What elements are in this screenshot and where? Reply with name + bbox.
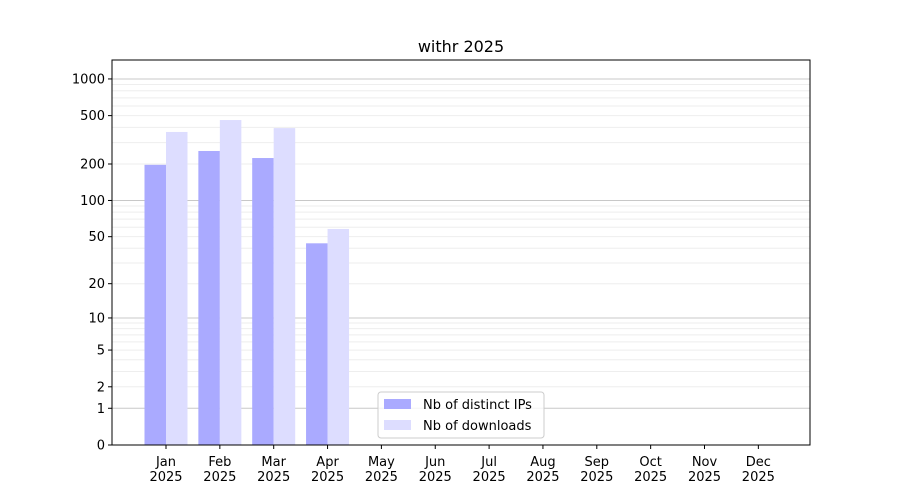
- bar-ips-1: [198, 150, 220, 445]
- bar-downloads-3: [327, 228, 350, 445]
- y-tick-label: 200: [80, 158, 105, 173]
- x-tick-label: Aug 2025: [526, 455, 559, 485]
- y-tick-label: 2: [97, 380, 105, 395]
- bar-downloads-1: [219, 120, 242, 445]
- x-tick-label: Mar 2025: [257, 455, 290, 485]
- bar-downloads-0: [166, 131, 188, 446]
- y-tick-label: 50: [88, 230, 105, 245]
- bar-ips-0: [144, 164, 166, 445]
- bar-ips-2: [252, 158, 274, 445]
- legend-swatch-ips: [384, 399, 411, 409]
- x-tick-label: Apr 2025: [311, 455, 344, 485]
- x-tick-label: Jun 2025: [419, 455, 452, 485]
- y-tick-label: 0: [97, 439, 105, 454]
- legend-label-downloads: Nb of downloads: [423, 419, 532, 434]
- chart-title: withr 2025: [418, 37, 504, 56]
- x-tick-label: Jan 2025: [149, 455, 182, 485]
- y-tick-label: 10: [88, 311, 105, 326]
- plot-frame: [111, 59, 811, 446]
- legend-box: [377, 391, 545, 439]
- x-tick-label: Oct 2025: [634, 455, 667, 485]
- x-tick-label: Dec 2025: [742, 455, 775, 485]
- y-tick-label: 500: [80, 109, 105, 124]
- x-tick-label: Feb 2025: [203, 455, 236, 485]
- y-tick-label: 1000: [72, 72, 105, 87]
- legend: Nb of distinct IPs Nb of downloads: [377, 391, 545, 439]
- x-tick-label: Sep 2025: [580, 455, 613, 485]
- bar-ips-3: [306, 243, 328, 445]
- bar-downloads-2: [273, 128, 296, 446]
- x-tick-label: Nov 2025: [688, 455, 721, 485]
- y-tick-label: 5: [97, 344, 105, 359]
- x-tick-label: May 2025: [365, 455, 398, 485]
- y-tick-label: 100: [80, 194, 105, 209]
- legend-swatch-downloads: [384, 420, 411, 430]
- y-tick-label: 1: [97, 402, 105, 417]
- x-tick-label: Jul 2025: [473, 455, 506, 485]
- legend-label-ips: Nb of distinct IPs: [423, 398, 532, 413]
- y-tick-label: 20: [88, 277, 105, 292]
